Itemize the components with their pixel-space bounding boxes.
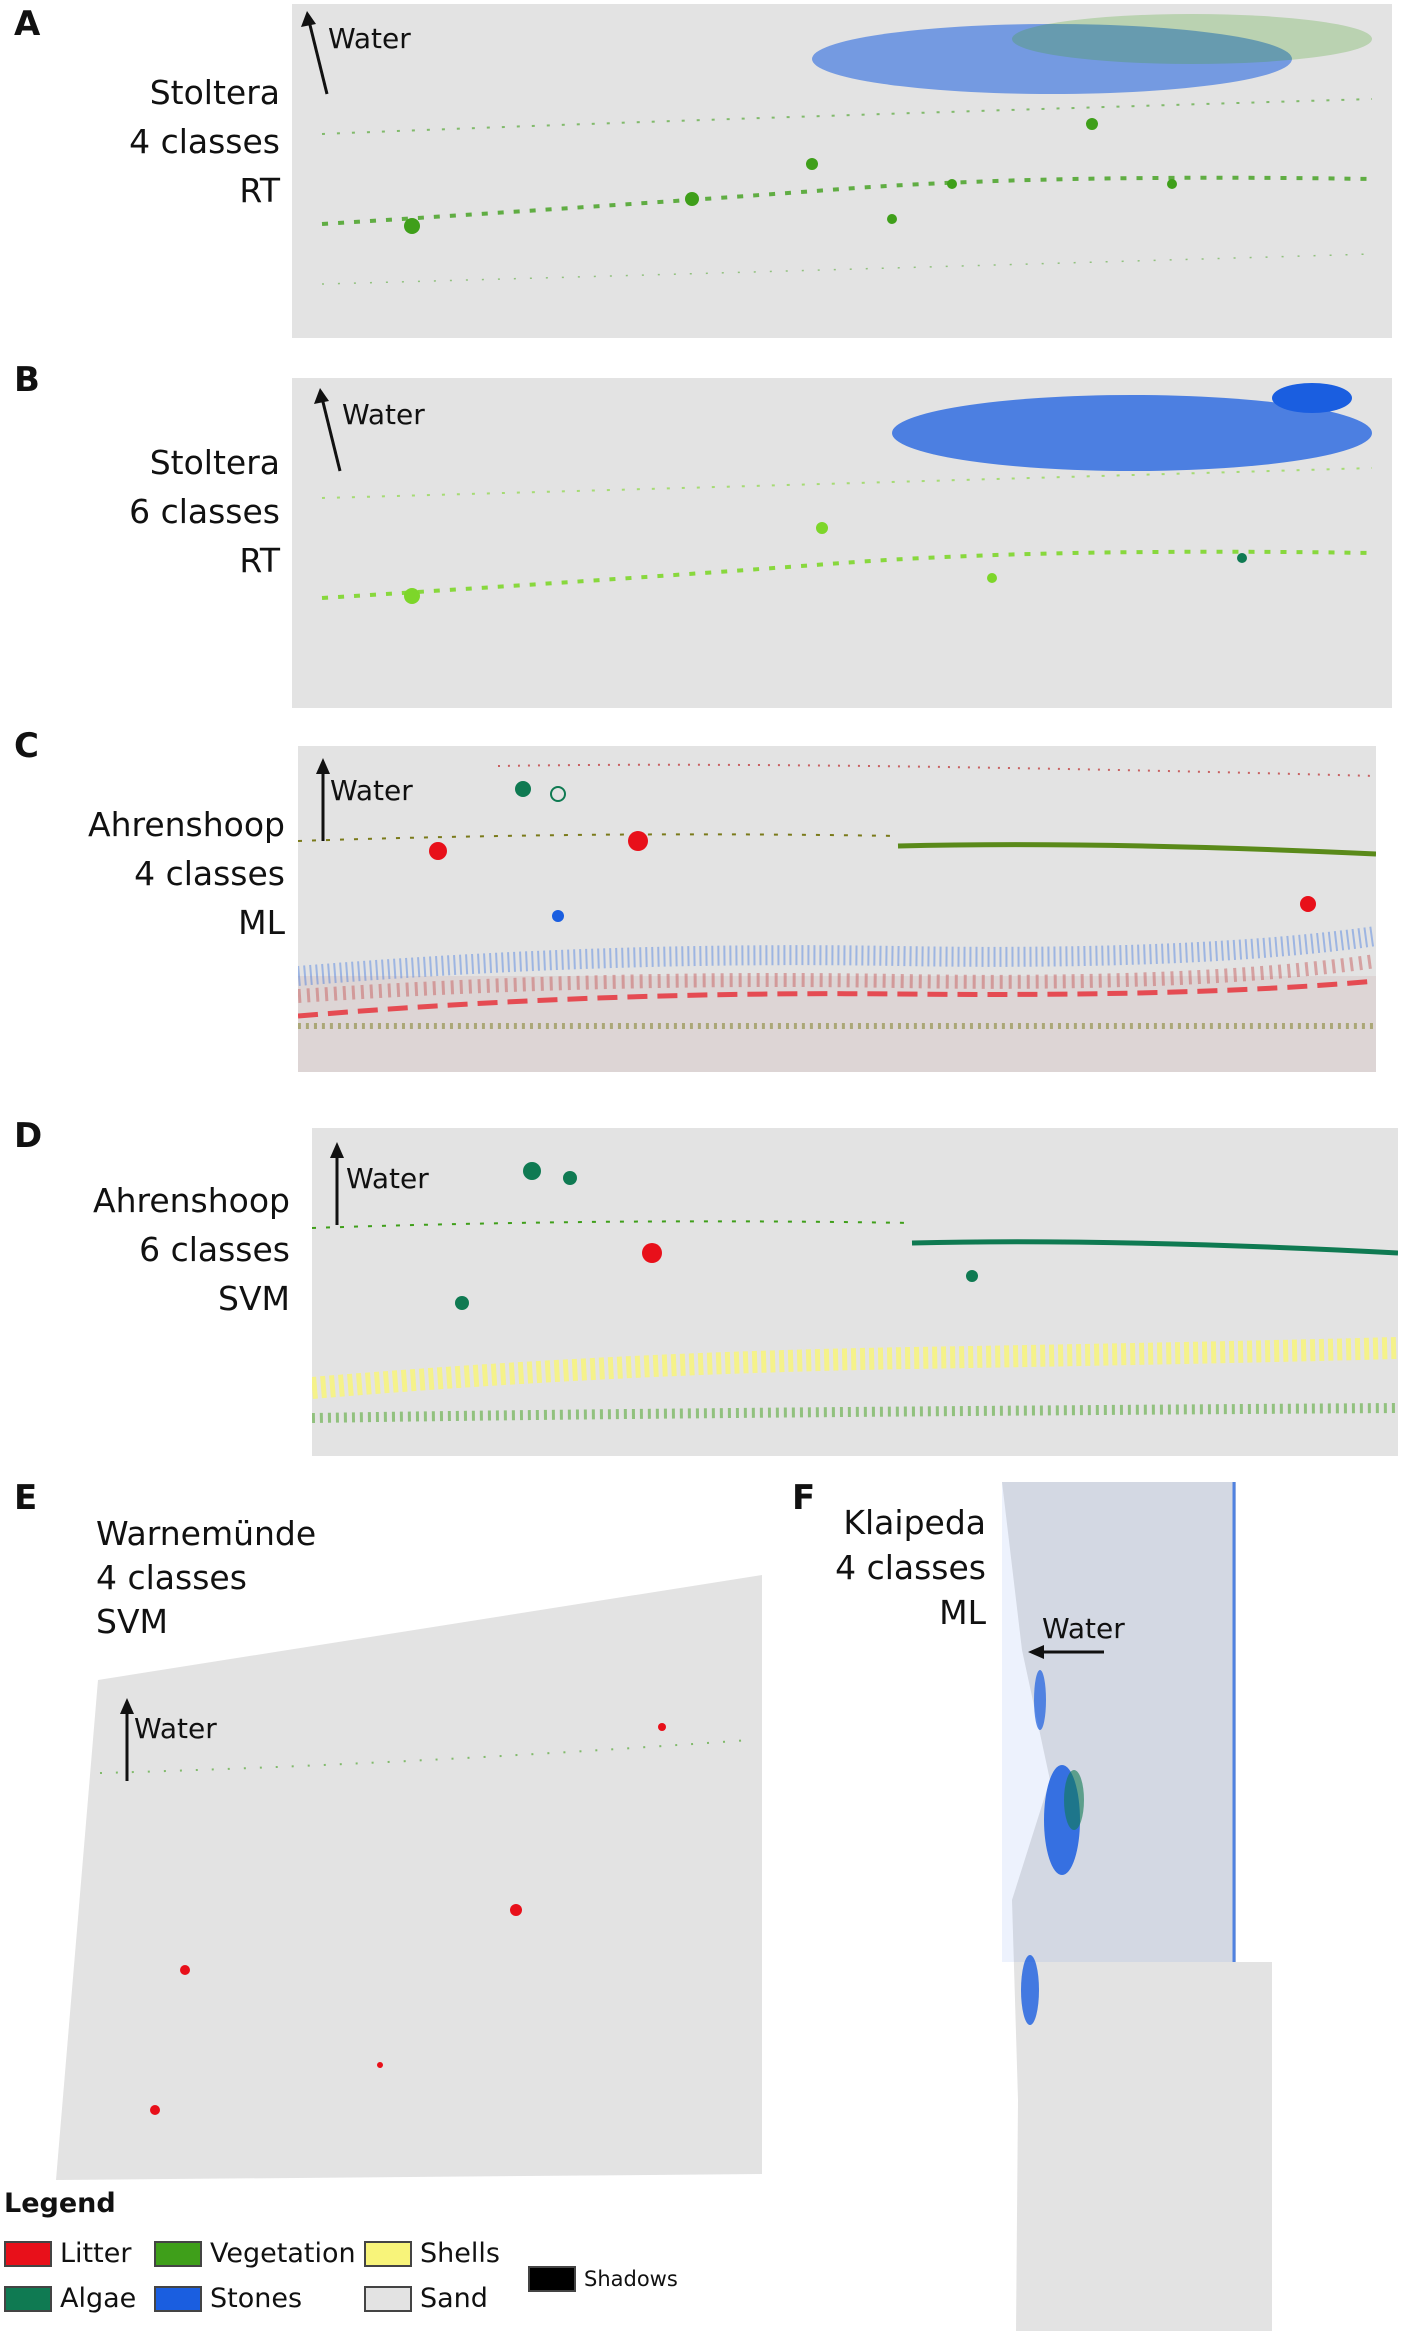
- classification-map-a: Water: [292, 4, 1392, 338]
- panel-e-label: Warnemünde 4 classes SVM: [96, 1512, 396, 1644]
- vegetation-strip: [321, 549, 1373, 600]
- legend-title: Legend: [4, 2188, 116, 2219]
- site-name: Ahrenshoop: [93, 1181, 290, 1220]
- classification-map-d: Water: [312, 1128, 1398, 1456]
- legend-label: Shadows: [584, 2267, 678, 2291]
- legend-item-algae: Algae: [4, 2283, 136, 2314]
- stones-area: [892, 395, 1372, 471]
- panel-letter-b: B: [14, 360, 40, 400]
- water-arrow-icon: [330, 1142, 344, 1225]
- classification-map-c: Water: [298, 746, 1376, 1072]
- vegetation-strip: [321, 98, 1373, 135]
- legend-label: Shells: [420, 2238, 500, 2269]
- panel-letter-a: A: [14, 4, 41, 44]
- vegetation-strip: [321, 175, 1373, 226]
- panel-c-label: Ahrenshoop 4 classes ML: [60, 800, 285, 947]
- map-d-features: [312, 1162, 1398, 1423]
- site-name: Stoltera: [149, 73, 280, 112]
- site-name: Klaipeda: [843, 1503, 986, 1542]
- site-name: Warnemünde: [96, 1514, 317, 1553]
- shells-strip: [312, 1337, 1398, 1399]
- vegetation-strip: [321, 467, 1373, 499]
- panel-letter-d: D: [14, 1116, 43, 1156]
- class-count: 4 classes: [129, 122, 280, 161]
- map-b-features: [321, 383, 1373, 604]
- shadows-swatch: [528, 2266, 576, 2292]
- class-count: 6 classes: [139, 1230, 290, 1269]
- water-label: Water: [342, 398, 425, 431]
- legend-label: Litter: [60, 2238, 132, 2269]
- water-label: Water: [1042, 1612, 1125, 1645]
- water-label: Water: [330, 774, 413, 807]
- stones-area: [1044, 1765, 1080, 1875]
- legend-label: Algae: [60, 2283, 137, 2314]
- water-arrow-icon: [120, 1698, 134, 1781]
- legend-item-shadows: Shadows: [528, 2266, 678, 2292]
- stones-swatch: [154, 2285, 202, 2312]
- method: ML: [939, 1593, 986, 1632]
- method: SVM: [96, 1602, 168, 1641]
- water-label: Water: [346, 1162, 429, 1195]
- vegetation-swatch: [154, 2240, 202, 2267]
- legend-label: Vegetation: [210, 2238, 356, 2269]
- litter-swatch: [4, 2240, 52, 2267]
- stones-area: [1012, 14, 1372, 64]
- classification-map-b: Water: [292, 378, 1392, 708]
- map-a-features: [321, 14, 1373, 285]
- panel-f-label: Klaipeda 4 classes ML: [800, 1500, 986, 1635]
- legend-item-stones: Stones: [154, 2283, 302, 2314]
- panel-d-label: Ahrenshoop 6 classes SVM: [60, 1176, 290, 1323]
- stones-strip: [298, 926, 1376, 986]
- sand-swatch: [364, 2285, 412, 2312]
- stones-area: [812, 24, 1292, 94]
- method: RT: [239, 171, 280, 210]
- method: SVM: [218, 1279, 290, 1318]
- water-arrow-icon: [301, 11, 329, 95]
- panel-letter-f: F: [792, 1478, 816, 1518]
- map-c-features: [298, 763, 1376, 1072]
- algae-swatch: [4, 2285, 52, 2312]
- vegetation-strip: [321, 253, 1373, 285]
- water-arrow-icon: [316, 758, 330, 841]
- class-count: 4 classes: [96, 1558, 247, 1597]
- water-arrow-icon: [314, 388, 342, 472]
- panel-letter-e: E: [14, 1478, 38, 1518]
- legend-label: Stones: [210, 2283, 303, 2314]
- shells-swatch: [364, 2240, 412, 2267]
- water-label: Water: [328, 22, 411, 55]
- legend-label: Sand: [420, 2283, 488, 2314]
- panel-b-label: Stoltera 6 classes RT: [80, 438, 280, 585]
- panel-letter-c: C: [14, 726, 39, 766]
- water-label: Water: [134, 1712, 217, 1745]
- method: RT: [239, 541, 280, 580]
- water-arrow-icon: [1028, 1645, 1104, 1659]
- site-name: Ahrenshoop: [88, 805, 285, 844]
- legend-item-litter: Litter: [4, 2238, 131, 2269]
- panel-a-label: Stoltera 4 classes RT: [80, 68, 280, 215]
- site-name: Stoltera: [149, 443, 280, 482]
- legend-item-sand: Sand: [364, 2283, 488, 2314]
- legend-item-shells: Shells: [364, 2238, 500, 2269]
- class-count: 4 classes: [134, 854, 285, 893]
- class-count: 6 classes: [129, 492, 280, 531]
- class-count: 4 classes: [835, 1548, 986, 1587]
- method: ML: [238, 903, 285, 942]
- legend-item-vegetation: Vegetation: [154, 2238, 356, 2269]
